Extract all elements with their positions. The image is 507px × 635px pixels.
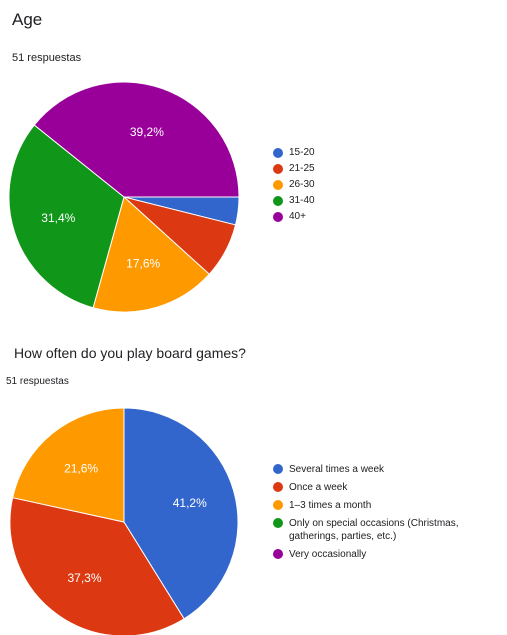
legend-item: 15-20 xyxy=(273,147,393,159)
legend-label: 1–3 times a month xyxy=(289,500,372,511)
legend-swatch xyxy=(273,212,283,222)
pie-slice-age-4 xyxy=(33,81,240,198)
pie-label-age-2: 17,6% xyxy=(126,256,160,270)
legend-item: 21-25 xyxy=(273,163,393,175)
legend-item: Only on special occasions (Christmas, ga… xyxy=(273,517,503,543)
legend-item: 1–3 times a month xyxy=(273,499,503,512)
response-count-age: 51 respuestas xyxy=(12,52,82,64)
legend-label: 31-40 xyxy=(289,195,315,206)
legend-label: 40+ xyxy=(289,211,306,222)
legend-swatch xyxy=(273,180,283,190)
legend-label: Several times a week xyxy=(289,464,385,475)
pie-label-board-games-0: 41,2% xyxy=(173,496,207,510)
legend-age: 15-20 21-25 26-30 31-40 40+ xyxy=(273,147,393,227)
legend-label: 26-30 xyxy=(289,179,315,190)
pie-label-age-4: 39,2% xyxy=(130,125,164,139)
legend-swatch xyxy=(273,549,283,559)
legend-label: Very occasionally xyxy=(289,549,367,560)
legend-label: 21-25 xyxy=(289,163,315,174)
pie-label-board-games-2: 21,6% xyxy=(64,462,98,476)
pie-slice-board-games-0 xyxy=(123,407,239,620)
legend-swatch xyxy=(273,196,283,206)
chart-title-age: Age xyxy=(12,10,43,29)
legend-swatch xyxy=(273,500,283,510)
legend-swatch xyxy=(273,482,283,492)
legend-label: Once a week xyxy=(289,482,348,493)
legend-label: 15-20 xyxy=(289,147,315,158)
legend-label: Only on special occasions (Christmas, ga… xyxy=(289,518,459,542)
legend-item: 31-40 xyxy=(273,195,393,207)
legend-swatch xyxy=(273,148,283,158)
chart-title-board-games: How often do you play board games? xyxy=(14,345,246,361)
legend-item: 40+ xyxy=(273,211,393,223)
legend-item: Several times a week xyxy=(273,463,503,476)
pie-label-board-games-1: 37,3% xyxy=(68,571,102,585)
response-count-board-games: 51 respuestas xyxy=(6,376,69,387)
legend-swatch xyxy=(273,464,283,474)
pie-slice-age-2 xyxy=(92,196,210,313)
legend-swatch xyxy=(273,518,283,528)
legend-board-games: Several times a week Once a week 1–3 times… xyxy=(273,463,503,566)
legend-item: 26-30 xyxy=(273,179,393,191)
legend-swatch xyxy=(273,164,283,174)
pie-slice-age-3 xyxy=(8,124,125,309)
pie-slice-board-games-2 xyxy=(12,407,125,523)
pie-slice-board-games-1 xyxy=(9,497,185,635)
legend-item: Very occasionally xyxy=(273,548,503,561)
legend-item: Once a week xyxy=(273,481,503,494)
pie-label-age-3: 31,4% xyxy=(41,211,75,225)
